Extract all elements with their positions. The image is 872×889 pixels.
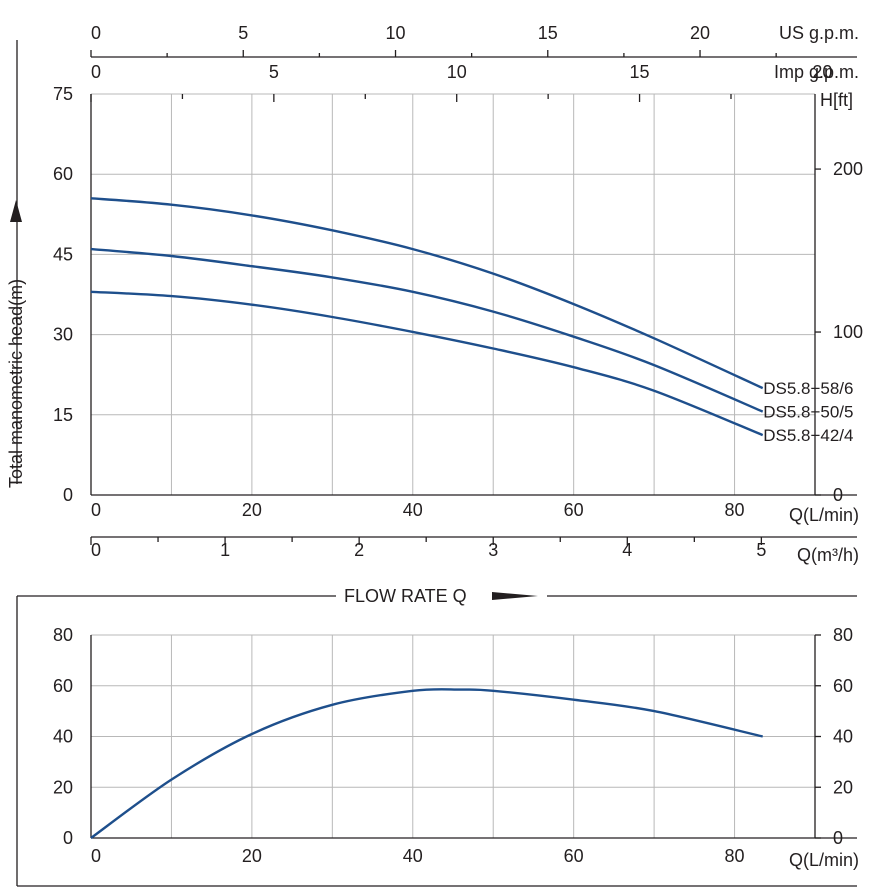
impgpm-tick-label: 10 — [447, 62, 467, 82]
ft-tick-label: 0 — [833, 485, 843, 505]
m3h-tick-label: 4 — [622, 540, 632, 560]
y-axis-title: Total manometric head(m) — [6, 279, 26, 488]
y-tick-label: 60 — [53, 164, 73, 184]
y-axis-arrow-icon — [10, 200, 22, 222]
impgpm-tick-label: 5 — [269, 62, 279, 82]
flow-arrow-icon — [492, 592, 538, 600]
right-y-tick-label: 40 — [833, 727, 853, 747]
m3h-tick-label: 3 — [488, 540, 498, 560]
efficiency-curve — [90, 688, 763, 839]
m3h-axis-label: Q(m³/h) — [797, 545, 859, 565]
y-tick-label: 15 — [53, 405, 73, 425]
impgpm-tick-label: 15 — [630, 62, 650, 82]
y-tick-label: 0 — [63, 485, 73, 505]
impgpm-axis-label: Imp g.p.m. — [774, 62, 859, 82]
y-tick-label: 75 — [53, 84, 73, 104]
usgpm-tick-label: 10 — [385, 23, 405, 43]
series-label: DS5.8−50/5 — [763, 403, 853, 422]
y-tick-label: 20 — [53, 777, 73, 797]
y-tick-label: 45 — [53, 244, 73, 264]
x-tick-label: 0 — [91, 846, 101, 866]
series-label: DS5.8−42/4 — [763, 426, 853, 445]
usgpm-tick-label: 5 — [238, 23, 248, 43]
x-tick-label: 20 — [242, 500, 262, 520]
x-tick-label: 40 — [403, 500, 423, 520]
head-curve-1 — [90, 197, 764, 390]
x-tick-label: 0 — [91, 500, 101, 520]
y-tick-label: 0 — [63, 828, 73, 848]
head-curve-2 — [90, 247, 764, 413]
ft-tick-label: 100 — [833, 322, 863, 342]
x-tick-label: 60 — [564, 500, 584, 520]
y-tick-label: 30 — [53, 325, 73, 345]
m3h-tick-label: 1 — [220, 540, 230, 560]
right-y-tick-label: 60 — [833, 676, 853, 696]
right-y-tick-label: 20 — [833, 777, 853, 797]
x-tick-label: 40 — [403, 846, 423, 866]
usgpm-tick-label: 15 — [538, 23, 558, 43]
x-tick-label: 60 — [564, 846, 584, 866]
usgpm-axis-label: US g.p.m. — [779, 23, 859, 43]
flow-rate-label: FLOW RATE Q — [344, 586, 467, 606]
impgpm-tick-label: 0 — [91, 62, 101, 82]
usgpm-tick-label: 20 — [690, 23, 710, 43]
right-y-tick-label: 0 — [833, 828, 843, 848]
x-tick-label: 80 — [725, 500, 745, 520]
m3h-tick-label: 2 — [354, 540, 364, 560]
right-y-tick-label: 80 — [833, 625, 853, 645]
x-tick-label: 20 — [242, 846, 262, 866]
m3h-tick-label: 5 — [756, 540, 766, 560]
ft-tick-label: 200 — [833, 159, 863, 179]
y-tick-label: 80 — [53, 625, 73, 645]
y-tick-label: 60 — [53, 676, 73, 696]
m3h-tick-label: 0 — [91, 540, 101, 560]
head-curve-3 — [90, 290, 764, 437]
y-tick-label: 40 — [53, 727, 73, 747]
x-axis-label: Q(L/min) — [789, 850, 859, 870]
series-label: DS5.8−58/6 — [763, 379, 853, 398]
ft-axis-label: H[ft] — [820, 90, 853, 110]
x-tick-label: 80 — [725, 846, 745, 866]
usgpm-tick-label: 0 — [91, 23, 101, 43]
x-axis-label: Q(L/min) — [789, 505, 859, 525]
impgpm-tick-label: 20 — [812, 62, 832, 82]
